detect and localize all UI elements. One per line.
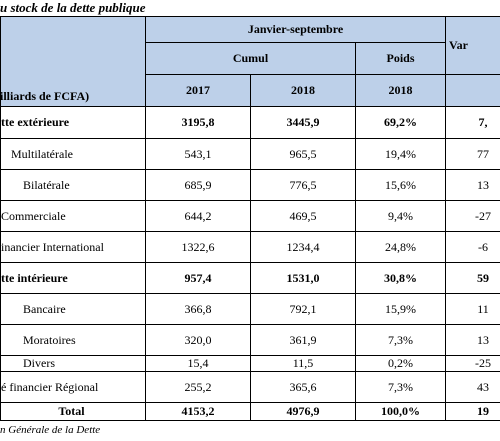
cell-variation: 13 xyxy=(445,169,500,201)
cell-2017: 957,4 xyxy=(145,262,251,294)
table-row: Divers 15,4 11,5 0,2% -25 xyxy=(0,355,500,372)
cell-variation: 43 xyxy=(445,371,500,403)
cell-variation: 13 xyxy=(445,324,500,356)
header-poids-year: 2018 xyxy=(354,74,447,107)
header-year-2018: 2018 xyxy=(250,74,356,107)
table-row: Bancaire 366,8 792,1 15,9% 11 xyxy=(0,293,500,325)
cell-2018: 11,5 xyxy=(250,355,356,372)
row-label: Multilatérale xyxy=(0,138,146,170)
header-poids: Poids xyxy=(354,42,447,75)
cell-2018: 3445,9 xyxy=(250,106,356,139)
table-row: é financier Régional 255,2 365,6 7,3% 43 xyxy=(0,371,500,403)
row-label: Bancaire xyxy=(0,293,146,325)
cell-2017: 3195,8 xyxy=(145,106,251,139)
cell-poids: 7,3% xyxy=(355,324,446,356)
cell-2018: 365,6 xyxy=(250,371,356,403)
source-note: n Générale de la Dette xyxy=(0,424,101,436)
cell-poids: 9,4% xyxy=(355,200,446,232)
row-label: Total xyxy=(0,402,146,421)
row-label: é financier Régional xyxy=(0,371,146,403)
table-row: Commerciale 644,2 469,5 9,4% -27 xyxy=(0,200,500,232)
cell-2018: 792,1 xyxy=(250,293,356,325)
cell-2018: 4976,9 xyxy=(250,402,356,421)
cell-2018: 1531,0 xyxy=(250,262,356,294)
cell-2017: 255,2 xyxy=(145,371,251,403)
cell-2017: 4153,2 xyxy=(145,402,251,421)
table-row: tte extérieure 3195,8 3445,9 69,2% 7, xyxy=(0,106,500,139)
cell-poids: 15,6% xyxy=(355,169,446,201)
header-variation: Var xyxy=(445,16,500,75)
header-corner-cell xyxy=(0,16,146,107)
cell-poids: 0,2% xyxy=(355,355,446,372)
row-label: Bilatérale xyxy=(0,169,146,201)
cell-variation: 59 xyxy=(445,262,500,294)
header-period: Janvier-septembre xyxy=(144,16,447,43)
cell-2018: 1234,4 xyxy=(250,231,356,263)
cell-2017: 685,9 xyxy=(145,169,251,201)
cell-poids: 7,3% xyxy=(355,371,446,403)
cell-2017: 366,8 xyxy=(145,293,251,325)
row-label: inancier International xyxy=(0,231,146,263)
table-row: inancier International 1322,6 1234,4 24,8% -… xyxy=(0,231,500,263)
cell-poids: 100,0% xyxy=(355,402,446,421)
cell-variation: 7, xyxy=(445,106,500,139)
cell-2017: 1322,6 xyxy=(145,231,251,263)
table-row: tte intérieure 957,4 1531,0 30,8% 59 xyxy=(0,262,500,294)
cell-poids: 24,8% xyxy=(355,231,446,263)
header-unit-label: illiards de FCFA) xyxy=(0,89,90,103)
header-row-1: Janvier-septembre Var xyxy=(0,16,500,107)
cell-variation: 11 xyxy=(445,293,500,325)
row-label: tte extérieure xyxy=(0,106,146,139)
table-row: Moratoires 320,0 361,9 7,3% 13 xyxy=(0,324,500,356)
cell-variation: -25 xyxy=(445,355,500,372)
cell-variation: 77 xyxy=(445,138,500,170)
cell-2018: 776,5 xyxy=(250,169,356,201)
cell-2017: 543,1 xyxy=(145,138,251,170)
cell-poids: 30,8% xyxy=(355,262,446,294)
cell-poids: 69,2% xyxy=(355,106,446,139)
header-cumul: Cumul xyxy=(145,42,356,75)
debt-stock-table: Janvier-septembre Var Cumul Poids 2017 2… xyxy=(0,16,500,107)
table-title: u stock de la dette publique xyxy=(0,0,146,15)
cell-poids: 19,4% xyxy=(355,138,446,170)
table-row: Bilatérale 685,9 776,5 15,6% 13 xyxy=(0,169,500,201)
cell-variation: -6 xyxy=(445,231,500,263)
header-year-2017: 2017 xyxy=(145,74,251,107)
cell-2017: 644,2 xyxy=(145,200,251,232)
cell-poids: 15,9% xyxy=(355,293,446,325)
cell-2018: 469,5 xyxy=(250,200,356,232)
cell-variation: 19 xyxy=(445,402,500,421)
table-row: Total 4153,2 4976,9 100,0% 19 xyxy=(0,402,500,421)
cell-2018: 965,5 xyxy=(250,138,356,170)
row-label: Divers xyxy=(0,355,146,372)
debt-stock-body: tte extérieure 3195,8 3445,9 69,2% 7, Multila… xyxy=(0,106,500,421)
header-variation-blank xyxy=(445,74,500,107)
table-row: Multilatérale 543,1 965,5 19,4% 77 xyxy=(0,138,500,170)
cell-2017: 320,0 xyxy=(145,324,251,356)
row-label: Commerciale xyxy=(0,200,146,232)
row-label: tte intérieure xyxy=(0,262,146,294)
row-label: Moratoires xyxy=(0,324,146,356)
cell-2018: 361,9 xyxy=(250,324,356,356)
cell-variation: -27 xyxy=(445,200,500,232)
cell-2017: 15,4 xyxy=(145,355,251,372)
